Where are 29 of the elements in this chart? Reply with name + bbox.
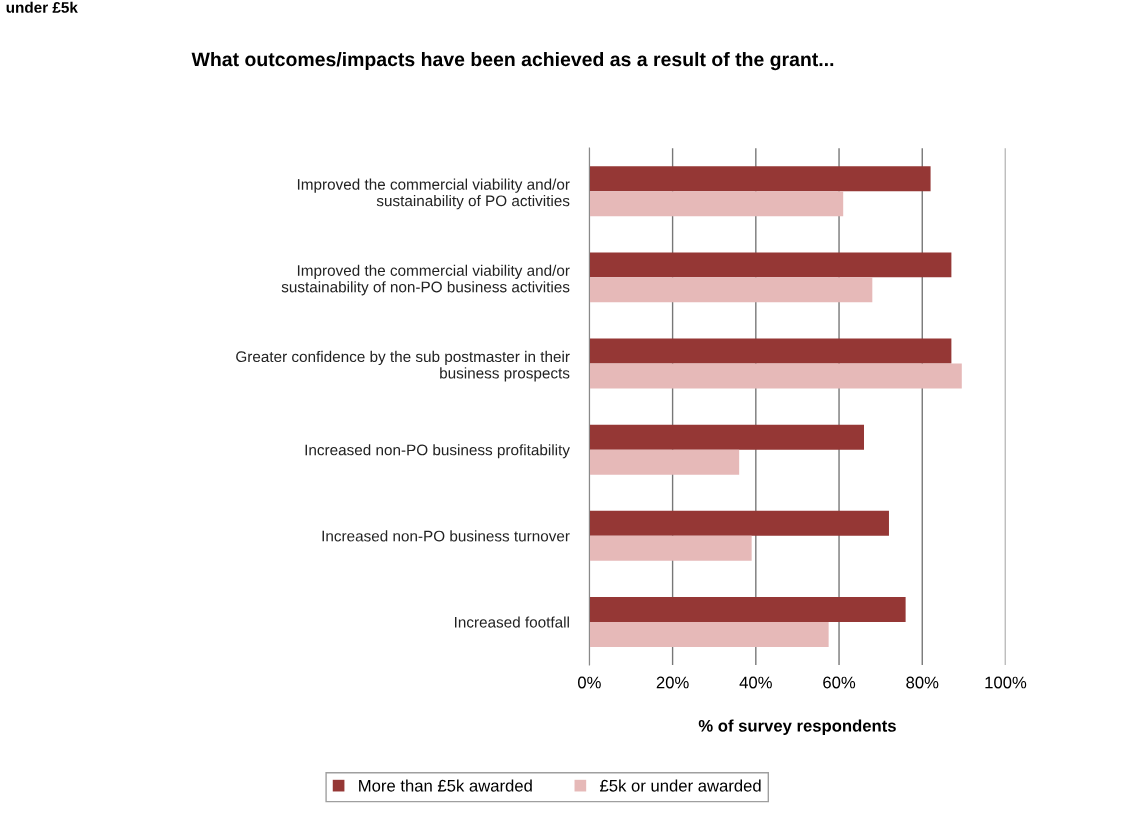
x-tick-label: 40% [739,676,772,689]
bar [589,363,962,389]
y-tick-label: Greater confidence by the sub postmaster in their business prospects [236,350,570,382]
bar [589,596,906,622]
x-tick-label: 0% [577,676,601,689]
bar [589,535,752,561]
y-tick-label: Increased non-PO business profitability [305,444,570,459]
bar [589,510,889,536]
bar [589,166,931,192]
y-tick-label: Improved the commercial viability and/or sustainability of PO activities [297,178,570,210]
x-tick-label: 100% [985,676,1027,689]
bar [589,252,952,278]
y-tick-label: Increased non-PO business turnover [322,530,570,542]
bar [589,449,740,475]
bar [589,338,952,364]
legend-label: £5k or under awarded [599,779,761,792]
x-tick-label: 80% [906,676,939,689]
x-tick-label: 20% [656,676,689,689]
x-tick-label: 60% [823,676,856,689]
y-tick-label: Improved the commercial viability and/or sustainability of non-PO business activities [281,264,570,296]
bar [589,424,865,450]
bar [589,277,873,303]
legend-label: More than £5k awarded [359,779,532,792]
x-axis-title: % of survey respondents [698,719,896,735]
chart-title: What outcomes/impacts have been achieved as a result of the grant... [191,51,834,71]
bar [589,191,844,217]
text: under £5k [6,1,78,13]
bar [589,621,829,647]
y-tick-label: Increased footfall [455,616,569,628]
